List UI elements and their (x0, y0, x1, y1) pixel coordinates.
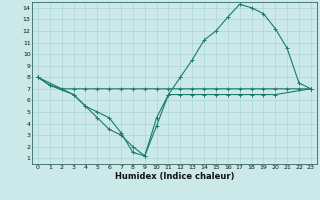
X-axis label: Humidex (Indice chaleur): Humidex (Indice chaleur) (115, 172, 234, 181)
